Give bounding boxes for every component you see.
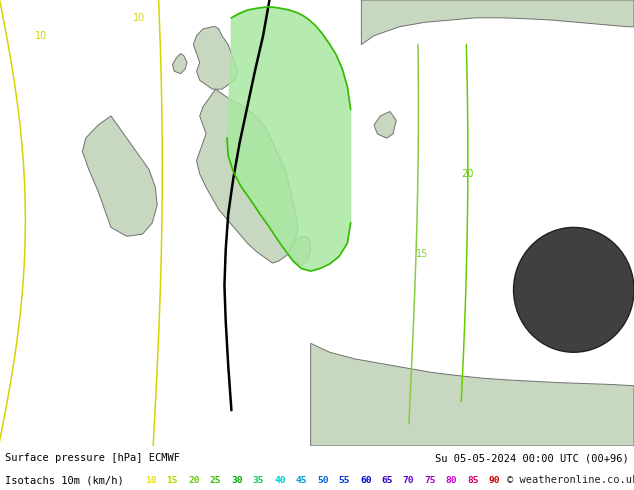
Text: 90: 90 (489, 476, 500, 485)
Polygon shape (311, 343, 634, 446)
Polygon shape (197, 89, 298, 263)
Text: 25: 25 (210, 476, 221, 485)
Text: 70: 70 (403, 476, 415, 485)
Polygon shape (193, 27, 238, 89)
Text: 45: 45 (295, 476, 307, 485)
Text: 10: 10 (145, 476, 157, 485)
Text: 85: 85 (467, 476, 479, 485)
Text: 75: 75 (424, 476, 436, 485)
Text: 30: 30 (231, 476, 243, 485)
Text: Isotachs 10m (km/h): Isotachs 10m (km/h) (5, 475, 124, 485)
Text: 15: 15 (416, 249, 429, 259)
Polygon shape (374, 112, 396, 138)
Text: 50: 50 (317, 476, 328, 485)
Text: 15: 15 (167, 476, 178, 485)
Text: Su 05-05-2024 00:00 UTC (00+96): Su 05-05-2024 00:00 UTC (00+96) (435, 453, 629, 463)
Text: 20: 20 (188, 476, 200, 485)
Text: 55: 55 (339, 476, 350, 485)
Text: 10: 10 (35, 31, 47, 41)
Text: 20: 20 (462, 169, 474, 179)
Text: © weatheronline.co.uk: © weatheronline.co.uk (507, 475, 634, 485)
Text: 65: 65 (382, 476, 393, 485)
Polygon shape (361, 0, 634, 45)
Polygon shape (82, 116, 157, 236)
Text: 40: 40 (274, 476, 285, 485)
Polygon shape (288, 236, 311, 265)
Text: 10: 10 (133, 13, 146, 23)
Polygon shape (172, 53, 187, 74)
Text: 80: 80 (446, 476, 457, 485)
Ellipse shape (514, 227, 634, 352)
Polygon shape (227, 7, 351, 271)
Text: 60: 60 (360, 476, 372, 485)
Text: Surface pressure [hPa] ECMWF: Surface pressure [hPa] ECMWF (5, 453, 180, 463)
Text: 35: 35 (252, 476, 264, 485)
